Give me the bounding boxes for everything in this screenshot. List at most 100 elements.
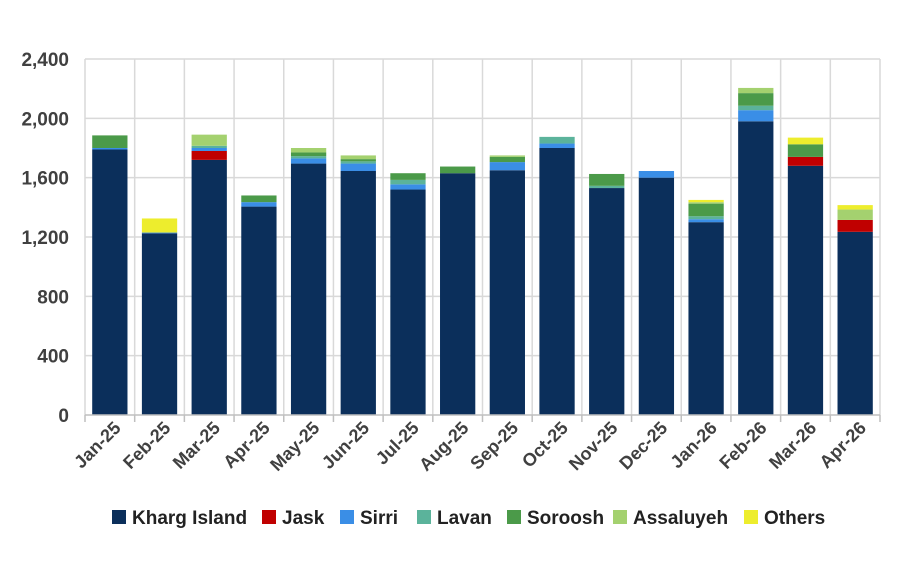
x-tick-label: Nov-25 [565,418,622,475]
bar-segment-kharg-island [738,121,774,416]
y-tick-label: 800 [37,287,69,308]
y-tick-label: 2,400 [21,50,69,71]
axes [84,414,881,422]
bar-segment-sirri [241,202,277,207]
bar-segment-kharg-island [290,163,327,415]
bar-segment-kharg-island [191,159,227,415]
x-tick-label: Feb-25 [119,418,174,473]
bar-segment-lavan [390,179,426,185]
x-tick-label: May-25 [266,418,323,475]
bar-segment-assaluyeh [340,155,376,160]
bar-segment-lavan [191,145,227,148]
x-tick-label: Jun-25 [318,418,373,473]
bar-segment-lavan [589,185,625,189]
bar-segment-sirri [390,184,426,190]
legend-swatch-others [744,510,758,524]
x-tick-label: Feb-26 [715,418,770,473]
bar-segment-kharg-island [241,206,277,415]
bar-segment-sirri [638,170,675,178]
bar-segment-assaluyeh [290,148,327,153]
bar-segment-assaluyeh [191,134,227,146]
x-tick-label: Mar-26 [765,418,820,473]
legend-swatch-lavan [417,510,431,524]
bar-segment-kharg-island [340,170,376,415]
bar-segment-soroosh [390,173,426,180]
x-tick-label: Aug-25 [415,418,472,475]
bar-segment-sirri [92,148,128,150]
legend-swatch-soroosh [507,510,521,524]
y-tick-label: 400 [37,347,69,368]
bar-segment-lavan [539,136,575,144]
bar-segment-kharg-island [589,188,625,415]
bar-segment-kharg-island [638,177,675,415]
legend-label: Jask [282,508,325,529]
bar-segment-sirri [688,219,724,223]
bar-segment-assaluyeh [489,155,525,157]
bar-segment-kharg-island [390,189,426,415]
bar-segment-jask [191,150,227,160]
bar-segment-kharg-island [539,148,575,415]
bar-segment-sirri [738,110,774,122]
legend-label: Lavan [437,508,492,529]
bar-segment-lavan [290,156,327,159]
bar-segment-jask [787,156,824,166]
bar-segment-soroosh [241,195,277,203]
bar-segment-others [787,137,824,145]
bar-segment-soroosh [290,152,327,157]
grid [84,58,881,415]
bar-segment-sirri [539,143,575,148]
bar-segment-assaluyeh [837,209,873,220]
bar-segment-kharg-island [489,170,525,415]
bar-segment-kharg-island [141,233,178,415]
x-tick-label: Dec-25 [615,418,671,474]
x-tick-label: Sep-25 [466,418,522,474]
legend-label: Soroosh [527,508,604,529]
x-tick-label: Mar-25 [169,418,224,473]
bar-segment-soroosh [688,203,724,217]
x-tick-label: Apr-25 [219,418,273,472]
bar-segment-assaluyeh [688,202,724,204]
bar-segment-kharg-island [787,165,824,415]
legend: Kharg Island Jask Sirri Lavan Soroosh Assaluy… [112,508,825,529]
bar-segment-sirri [191,148,227,151]
bar-segment-sirri [290,158,327,164]
bar-segment-soroosh [738,93,774,106]
y-tick-label: 1,600 [21,169,69,190]
bar-segment-kharg-island [837,231,873,415]
bar-segment-soroosh [489,156,525,163]
bars [92,87,873,416]
legend-swatch-assaluyeh [613,510,627,524]
y-tick-label: 2,000 [21,109,69,130]
bar-segment-sirri [489,162,525,171]
legend-label: Sirri [360,508,398,529]
bar-segment-lavan [688,216,724,220]
bar-segment-soroosh [589,173,625,186]
legend-label: Others [764,508,825,529]
bar-segment-sirri [141,232,178,234]
bar-segment-sirri [340,163,376,171]
legend-swatch-jask [262,510,276,524]
bar-segment-assaluyeh [738,87,774,94]
bar-segment-others [141,218,178,233]
x-tick-label: Jan-25 [70,418,124,472]
legend-label: Kharg Island [132,508,247,529]
legend-swatch-kharg-island [112,510,126,524]
y-axis-tick-labels: 0 400 800 1,200 1,600 2,000 2,400 [21,50,69,427]
bar-segment-lavan [340,161,376,164]
bar-segment-others [688,199,724,203]
bar-segment-jask [837,219,873,232]
bar-segment-soroosh [440,166,476,174]
bar-segment-lavan [738,105,774,111]
bar-segment-kharg-island [688,222,724,415]
y-tick-label: 0 [58,406,69,427]
legend-swatch-sirri [340,510,354,524]
x-tick-label: Apr-26 [816,418,870,472]
x-axis-tick-labels: Jan-25Feb-25Mar-25Apr-25May-25Jun-25Jul-… [70,418,870,475]
bar-segment-others [837,205,873,210]
bar-segment-soroosh [340,159,376,162]
bar-segment-soroosh [787,144,824,157]
legend-label: Assaluyeh [633,508,728,529]
bar-segment-kharg-island [92,149,128,415]
